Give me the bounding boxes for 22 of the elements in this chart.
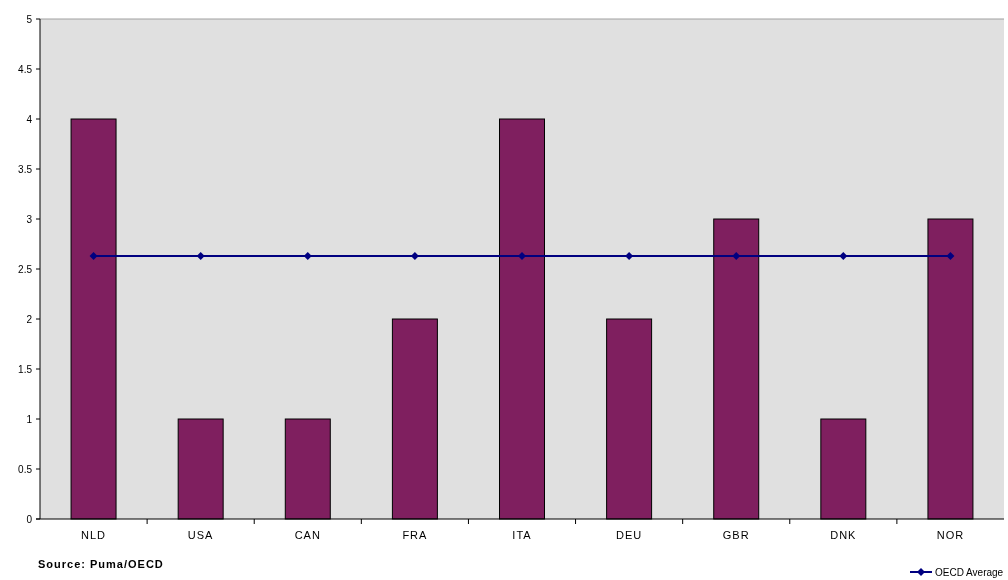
y-tick-label: 4 — [26, 113, 33, 125]
y-tick-label: 4.5 — [18, 63, 33, 75]
x-tick-label: DEU — [615, 529, 643, 541]
y-tick-label: 2.5 — [18, 263, 33, 275]
legend-label: OECD Average — [935, 566, 1004, 578]
y-tick-label: 1.5 — [18, 363, 33, 375]
x-tick-label: NOR — [936, 529, 965, 541]
y-tick-label: 2 — [26, 313, 33, 325]
y-tick-label: 3.5 — [18, 163, 33, 175]
y-tick-label: 3 — [26, 213, 33, 225]
y-tick-label: 5 — [26, 13, 33, 25]
x-tick-label: DNK — [830, 529, 857, 541]
x-tick-label: GBR — [722, 529, 750, 541]
x-tick-label: ITA — [512, 529, 532, 541]
y-tick-label: 0 — [26, 513, 33, 525]
x-tick-label: FRA — [402, 529, 428, 541]
source-note: Source: Puma/OECD — [38, 558, 164, 570]
x-tick-label: USA — [187, 529, 214, 541]
x-tick-label: CAN — [294, 529, 321, 541]
x-tick-label: NLD — [81, 529, 107, 541]
y-tick-label: 0.5 — [18, 463, 33, 475]
y-tick-label: 1 — [26, 413, 33, 425]
